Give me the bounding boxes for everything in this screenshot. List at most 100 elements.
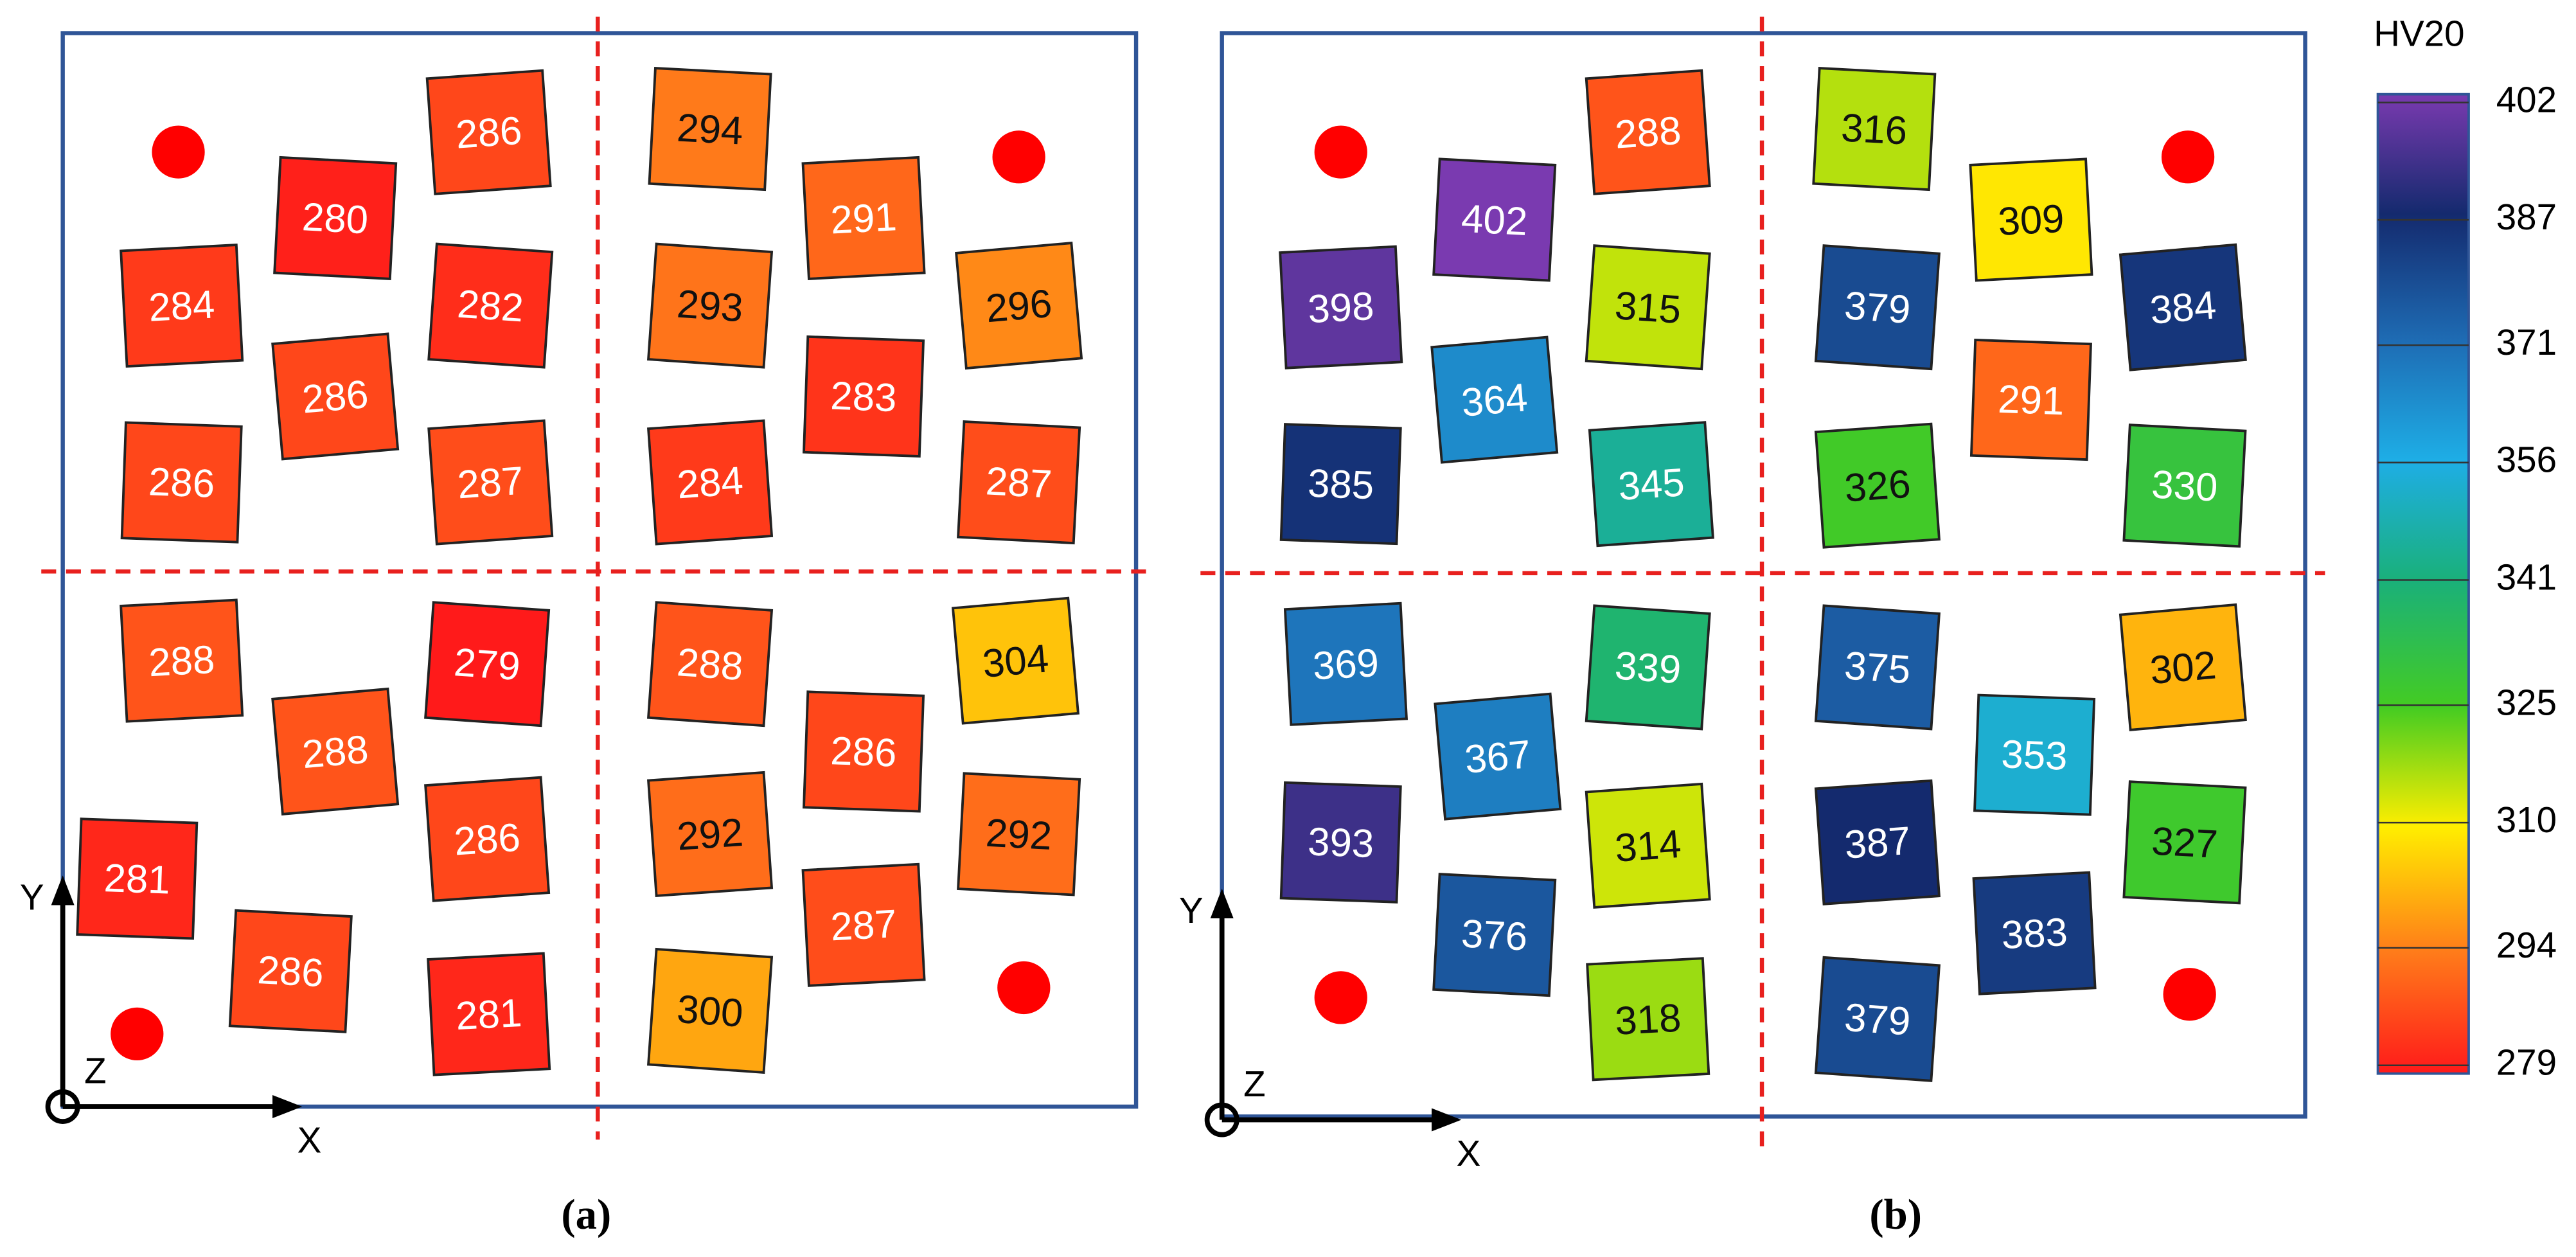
sample-square	[1432, 873, 1557, 997]
sample-square	[1812, 67, 1937, 192]
sample-value: 316	[1840, 105, 1908, 153]
sample-value: 300	[675, 987, 744, 1036]
sample-square	[2122, 423, 2247, 548]
sample-square	[427, 952, 551, 1076]
sample-value: 282	[456, 282, 524, 331]
sample-square	[1585, 244, 1711, 371]
sample-value: 383	[2000, 910, 2068, 958]
colorbar-tick-label: 279	[2496, 1042, 2557, 1083]
sample-square	[427, 242, 554, 369]
reference-dot	[2163, 968, 2216, 1021]
sample-value: 339	[1613, 643, 1682, 692]
sample: 281	[427, 952, 551, 1076]
sample-value: 379	[1843, 283, 1912, 332]
reference-dot	[111, 1007, 164, 1061]
sample-value: 286	[452, 816, 521, 864]
axis-x-arrow	[272, 1094, 303, 1118]
sample-value: 288	[1613, 109, 1682, 157]
sample-square	[1279, 781, 1402, 904]
sample-value: 384	[2148, 283, 2217, 333]
sample-square	[427, 419, 554, 546]
sample: 286	[120, 421, 243, 544]
sample-square	[1279, 245, 1403, 370]
sample-square	[1814, 244, 1941, 371]
sample: 281	[76, 817, 199, 940]
sample: 288	[120, 598, 244, 723]
sample-square	[955, 242, 1083, 370]
axis-z-label: Z	[1243, 1064, 1266, 1104]
colorbar	[2376, 93, 2470, 1075]
sample-value: 296	[984, 281, 1053, 332]
axis-x-label: X	[298, 1119, 322, 1160]
sample-square	[646, 771, 774, 898]
sample-square	[1588, 421, 1714, 548]
sample-value: 286	[301, 372, 370, 422]
sample-square	[1430, 335, 1559, 464]
sample: 375	[1814, 604, 1941, 731]
sample: 283	[803, 335, 925, 458]
sample-value: 315	[1613, 283, 1682, 332]
sample-value: 314	[1613, 822, 1682, 871]
sample-value: 283	[830, 374, 897, 421]
sample-value: 292	[984, 811, 1053, 859]
sample-square	[646, 419, 774, 546]
sample: 339	[1585, 604, 1711, 731]
sample-square	[801, 156, 926, 280]
sample-value: 376	[1461, 912, 1529, 959]
sample-value: 286	[148, 459, 215, 506]
sample: 398	[1279, 245, 1403, 370]
axis-z	[45, 1089, 80, 1124]
sample: 364	[1430, 335, 1559, 464]
sample-value: 318	[1614, 996, 1682, 1044]
sample-square	[1814, 604, 1941, 731]
sample: 284	[646, 419, 774, 546]
reference-dot	[2161, 130, 2215, 184]
sample: 286	[803, 690, 925, 813]
sample-square	[648, 67, 772, 192]
sample: 369	[1283, 602, 1408, 726]
sample-square	[803, 335, 925, 458]
sample-value: 288	[148, 637, 216, 685]
sample: 282	[427, 242, 554, 369]
sample: 353	[1973, 693, 2096, 816]
sample: 379	[1814, 956, 1941, 1082]
sample-value: 291	[830, 195, 898, 242]
reference-dot	[152, 125, 205, 179]
sample: 326	[1814, 422, 1941, 549]
sample: 309	[1969, 157, 2093, 282]
panel-label: (b)	[1869, 1191, 1922, 1238]
sample-square	[1969, 339, 2092, 461]
sample-value: 280	[301, 195, 369, 242]
sample: 296	[955, 242, 1083, 370]
sample-square	[76, 817, 199, 940]
sample: 286	[228, 909, 353, 1033]
colorbar-tick-label: 341	[2496, 557, 2557, 597]
sample: 402	[1432, 157, 1557, 282]
colorbar-tick-label: 356	[2496, 440, 2557, 480]
axis-x-label: X	[1457, 1133, 1481, 1173]
sample: 304	[951, 596, 1080, 725]
sample-value: 286	[454, 109, 523, 157]
sample-square	[2122, 780, 2247, 905]
sample: 302	[2119, 603, 2247, 731]
sample-value: 326	[1843, 462, 1912, 511]
colorbar-tick-label: 387	[2496, 197, 2557, 237]
sample-square	[1585, 604, 1711, 731]
sample-square	[228, 909, 353, 1033]
sample-square	[1969, 157, 2093, 282]
sample-value: 286	[256, 948, 324, 995]
axis-y-arrow	[51, 875, 75, 905]
sample: 292	[957, 772, 1081, 896]
sample-value: 304	[981, 636, 1050, 686]
colorbar-tick-label: 325	[2496, 682, 2557, 722]
sample: 286	[425, 69, 552, 195]
sample: 284	[120, 244, 244, 368]
axis-y-label: Y	[20, 877, 44, 918]
sample-square	[425, 69, 552, 195]
sample-value: 294	[676, 105, 744, 153]
sample: 383	[1972, 871, 2097, 995]
sample: 345	[1588, 421, 1714, 548]
sample-value: 281	[103, 856, 171, 903]
